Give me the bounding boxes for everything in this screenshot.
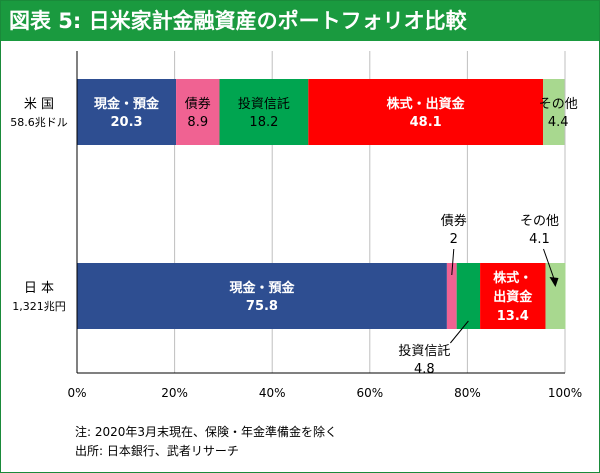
bar-label: その他 xyxy=(539,97,578,112)
stacked-bar-chart: 現金・預金20.3債券8.9投資信託18.2株式・出資金48.1その他4.4現金… xyxy=(10,51,582,400)
bar-segment xyxy=(77,263,447,329)
bar-segment xyxy=(219,79,309,145)
category-label: 米 国 xyxy=(24,97,54,112)
bars xyxy=(77,79,566,329)
bar-label: 75.8 xyxy=(246,299,278,314)
bar-label: 現金・預金 xyxy=(229,280,295,296)
bar-label: 4.4 xyxy=(548,115,569,130)
bar-segment xyxy=(456,263,481,329)
bar-segment xyxy=(543,79,565,145)
callout-label: 4.1 xyxy=(529,232,550,247)
bar-label: 13.4 xyxy=(497,309,529,324)
bar-label: 48.1 xyxy=(410,115,442,130)
bar-labels: 現金・預金20.3債券8.9投資信託18.2株式・出資金48.1その他4.4現金… xyxy=(94,96,578,377)
category-label: 日 本 xyxy=(24,281,54,296)
figure-title: 図表 5: 日米家計金融資産のポートフォリオ比較 xyxy=(1,1,599,41)
bar-segment xyxy=(545,263,566,329)
callout-label: 4.8 xyxy=(414,362,435,377)
callout-label: その他 xyxy=(520,214,559,229)
bar-label: 株式・出資金 xyxy=(387,96,466,112)
bar-segment xyxy=(77,79,177,145)
callout-label: 2 xyxy=(450,232,458,247)
figure-notes: 注: 2020年3月末現在、保険・年金準備金を除く 出所: 日本銀行、武者リサー… xyxy=(75,423,337,461)
note-text: 注: 2020年3月末現在、保険・年金準備金を除く xyxy=(75,425,338,439)
category-sublabel: 1,321兆円 xyxy=(12,300,66,313)
bar-segment xyxy=(308,79,544,145)
bar-label: 債券 xyxy=(185,96,211,112)
category-sublabel: 58.6兆ドル xyxy=(10,116,68,129)
x-tick-label: 80% xyxy=(454,386,481,400)
x-tick-label: 20% xyxy=(161,386,188,400)
bar-label: 18.2 xyxy=(249,115,278,130)
bar-label: 現金・預金 xyxy=(94,96,160,112)
bar-segment xyxy=(480,263,546,329)
x-tick-label: 40% xyxy=(259,386,286,400)
bar-label: 投資信託 xyxy=(238,96,290,112)
callout-arrowhead xyxy=(549,277,559,287)
callout-label: 投資信託 xyxy=(398,343,450,359)
callout-leader xyxy=(451,248,455,276)
bar-label: 株式・ xyxy=(493,270,532,286)
callout-leader xyxy=(449,320,469,344)
bar-label: 出資金 xyxy=(493,289,533,305)
bar-segment xyxy=(176,79,220,145)
x-tick-label: 60% xyxy=(356,386,383,400)
callout-leader xyxy=(543,248,556,284)
bar-label: 20.3 xyxy=(110,115,142,130)
callout-label: 債券 xyxy=(441,213,467,229)
source-text: 出所: 日本銀行、武者リサーチ xyxy=(75,444,239,458)
bar-label: 8.9 xyxy=(187,115,208,130)
x-tick-label: 100% xyxy=(548,386,582,400)
x-tick-label: 0% xyxy=(67,386,86,400)
bar-segment xyxy=(446,263,457,329)
